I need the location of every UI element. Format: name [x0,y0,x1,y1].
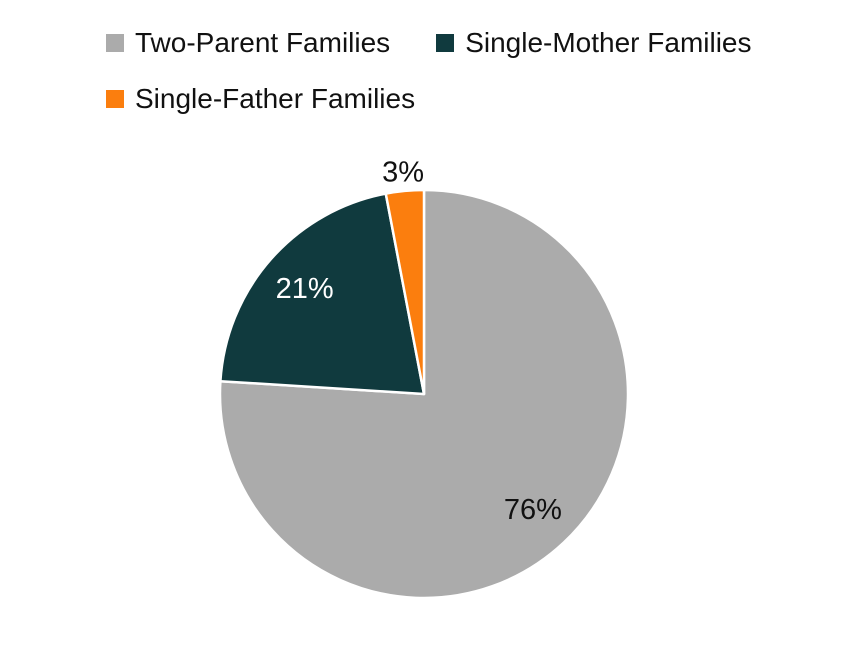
pie-data-label-0: 76% [504,494,562,526]
pie-slice-1 [219,192,426,396]
legend-item-single-mother-families: Single-Mother Families [436,27,752,59]
legend-item-single-father-families: Single-Father Families [106,83,415,115]
pie-slice-2 [384,188,426,396]
legend-swatch-single-mother-families [436,34,455,53]
pie-slice-0 [218,188,630,600]
legend-label-two-parent-families: Two-Parent Families [135,27,391,58]
pie-data-label-2: 3% [382,157,424,189]
legend-swatch-two-parent-families [106,34,124,53]
chart-legend: Two-Parent Families Single-Mother Famili… [106,27,778,115]
pie-data-label-1: 21% [276,273,334,305]
legend-label-single-father-families: Single-Father Families [135,83,416,115]
legend-item-two-parent-families: Two-Parent Families [106,27,390,59]
legend-label-single-mother-families: Single-Mother Families [465,27,752,58]
legend-swatch-single-father-families [106,90,124,109]
